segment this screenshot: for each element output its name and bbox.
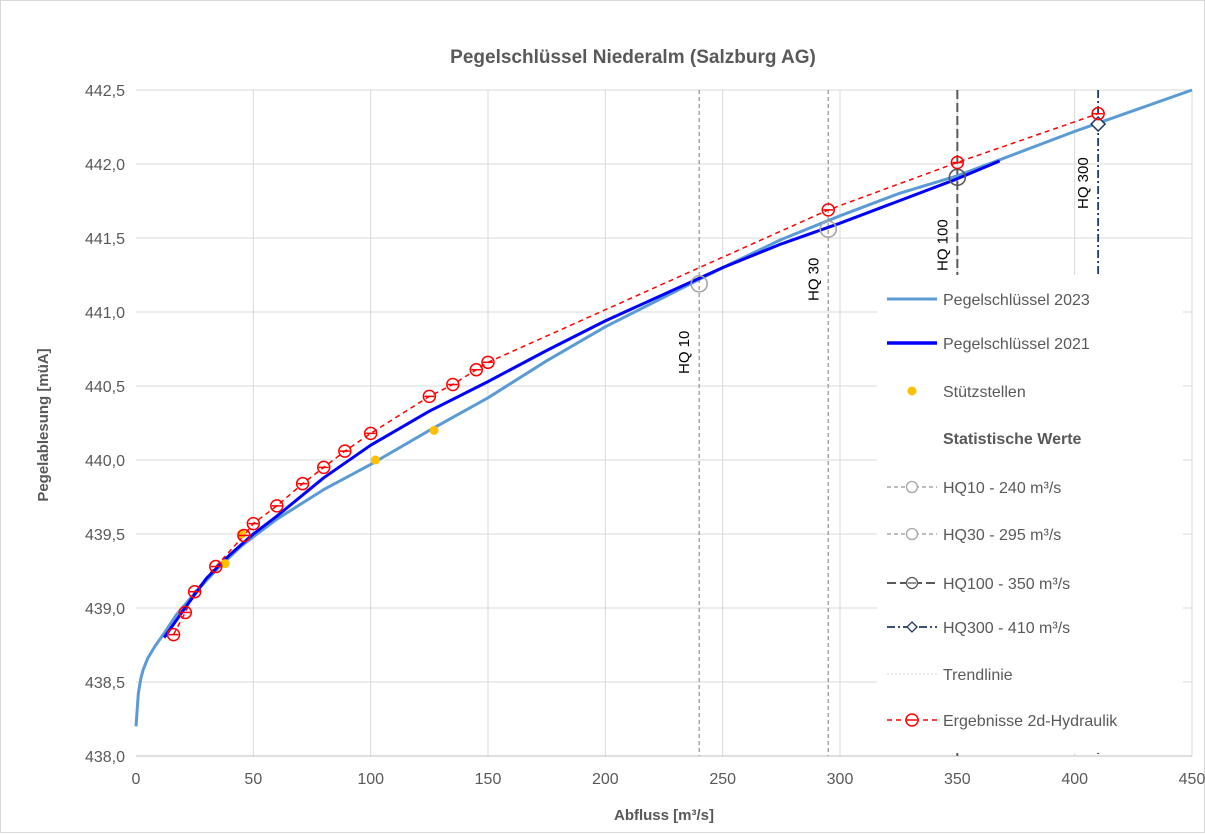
stuetzstelle-point-2 [370, 455, 380, 465]
y-tick-label-6: 441,0 [85, 305, 125, 322]
legend-swatch-hq-marker-3 [906, 621, 918, 633]
x-tick-label-5: 250 [709, 771, 736, 788]
y-tick-label-2: 439,0 [85, 601, 125, 618]
hydraulik-point-1 [178, 605, 193, 620]
hydraulik-point-16 [950, 155, 965, 170]
hydraulik-point-15 [821, 203, 836, 217]
y-tick-label-5: 440,5 [85, 379, 125, 396]
hydraulik-point-2 [187, 584, 202, 599]
hq-label-0: HQ 10 [676, 331, 693, 374]
y-tick-label-1: 438,5 [85, 675, 125, 692]
hydraulik-point-6 [270, 499, 284, 513]
hydraulik-point-3 [209, 559, 223, 574]
legend-label-stuetzstellen: Stützstellen [943, 384, 1026, 401]
legend-label-2023: Pegelschlüssel 2023 [943, 292, 1090, 309]
hydraulik-point-4 [237, 528, 251, 543]
series-line-1 [162, 159, 1001, 639]
y-tick-label-4: 440,0 [85, 453, 125, 470]
x-axis-title: Abfluss [m³/s] [614, 807, 714, 824]
legend-background [877, 275, 1183, 753]
x-tick-label-4: 200 [592, 771, 619, 788]
hq-point-0 [690, 275, 709, 293]
hydraulik-point-9 [338, 444, 352, 458]
legend-label-trendlinie: Trendlinie [943, 667, 1013, 684]
hydraulik-point-8 [316, 460, 331, 475]
x-tick-label-0: 0 [132, 771, 141, 788]
hq-label-1: HQ 30 [805, 258, 822, 301]
y-tick-label-3: 439,5 [85, 527, 125, 544]
x-tick-label-1: 50 [244, 771, 262, 788]
legend-swatch-stuetzstellen [907, 386, 917, 396]
x-tick-label-7: 350 [944, 771, 971, 788]
hq-label-3: HQ 300 [1075, 157, 1092, 209]
hydraulik-point-12 [446, 377, 460, 392]
hydraulik-point-14 [481, 355, 495, 370]
legend-label-hq-2: HQ100 - 350 m³/s [943, 576, 1070, 593]
hydraulik-point-7 [295, 476, 310, 491]
hydraulik-point-5 [246, 516, 261, 531]
y-tick-label-8: 442,0 [85, 157, 125, 174]
x-tick-label-9: 450 [1179, 771, 1205, 788]
hq-label-2: HQ 100 [934, 219, 951, 271]
legend-heading: Statistische Werte [943, 431, 1082, 448]
legend-swatch-hq-marker-1 [905, 527, 919, 541]
y-tick-label-0: 438,0 [85, 749, 125, 766]
x-tick-label-8: 400 [1061, 771, 1088, 788]
legend-label-hq-1: HQ30 - 295 m³/s [943, 527, 1061, 544]
legend-label-hq-0: HQ10 - 240 m³/s [943, 480, 1061, 497]
x-tick-label-6: 300 [827, 771, 854, 788]
stuetzstelle-point-3 [429, 425, 439, 435]
hq-point-1 [819, 220, 838, 238]
legend-label-hq-3: HQ300 - 410 m³/s [943, 620, 1070, 637]
y-tick-label-9: 442,5 [85, 83, 125, 100]
stuetzstelle-point-0 [220, 559, 230, 569]
legend-swatch-hq-marker-0 [905, 480, 919, 494]
y-tick-labels: 438,0 438,5 439,0 439,5 440,0 440,5 441,0 441,5… [85, 83, 125, 766]
legend: Pegelschlüssel 2023 Pegelschlüssel 2021 St… [877, 275, 1183, 753]
x-tick-labels: 0 50 100 150 200 250 300 350 400 450 [132, 771, 1205, 788]
hydraulik-point-11 [422, 389, 437, 404]
hydraulik-point-17 [1091, 106, 1105, 121]
legend-label-2021: Pegelschlüssel 2021 [943, 336, 1090, 353]
y-axis-title: Pegelablesung [müA] [35, 348, 52, 501]
hq-point-3 [1090, 115, 1107, 133]
x-tick-label-2: 100 [357, 771, 384, 788]
hydraulik-point-0 [166, 627, 181, 642]
y-tick-label-7: 441,5 [85, 231, 125, 248]
series-line-0 [134, 88, 1193, 727]
hydraulik-point-13 [469, 362, 484, 377]
hq-point-2 [948, 168, 967, 187]
hydraulik-point-10 [363, 426, 378, 441]
chart-title: Pegelschlüssel Niederalm (Salzburg AG) [450, 47, 816, 68]
data-points [166, 106, 1107, 642]
x-tick-label-3: 150 [475, 771, 502, 788]
legend-label-hydraulik: Ergebnisse 2d-Hydraulik [943, 713, 1118, 730]
